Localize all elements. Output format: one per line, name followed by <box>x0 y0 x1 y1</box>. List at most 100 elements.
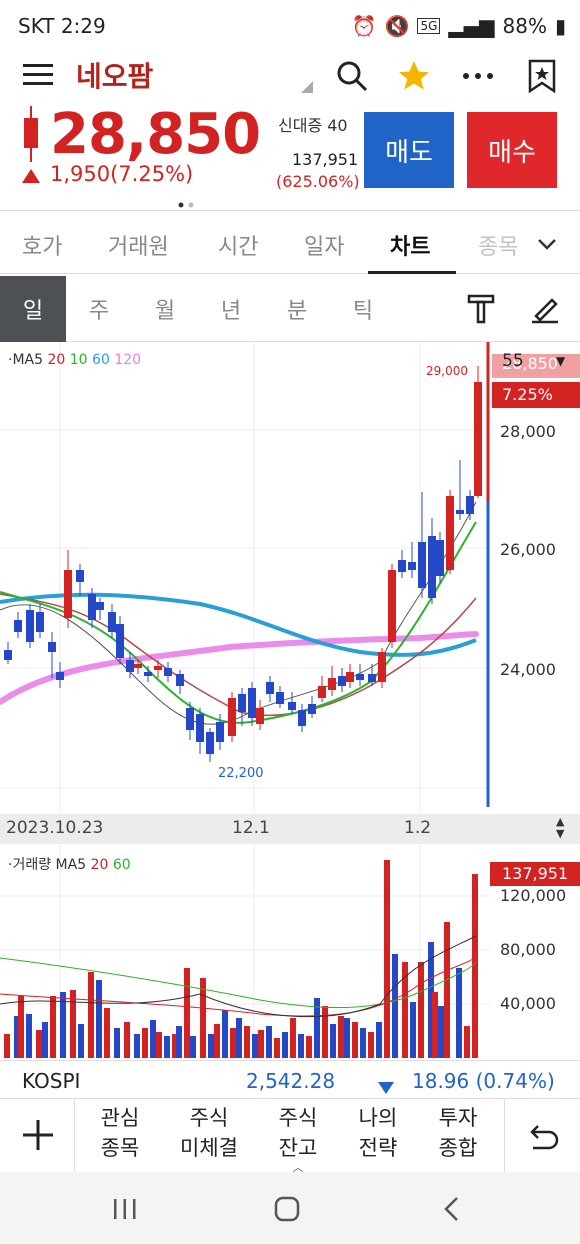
volume-bar <box>184 968 190 1058</box>
volume-bar <box>360 1028 366 1058</box>
tab-time[interactable]: 시간 <box>218 235 259 260</box>
volume-current-tag: 137,951 <box>490 862 580 886</box>
volume-bar <box>208 1034 214 1058</box>
volume-bar <box>164 1036 170 1058</box>
nav-invest[interactable]: 투자 종합 <box>430 1103 486 1163</box>
volume-chart-svg[interactable] <box>0 844 580 1060</box>
ma60-label: 60 <box>92 352 110 368</box>
date-label-end: 1.2 <box>404 818 432 838</box>
current-price-tag: 28,850 <box>492 354 580 378</box>
candle-body <box>108 612 116 632</box>
battery-label: 88% <box>502 14 547 38</box>
nav-strategy[interactable]: 나의 전략 <box>350 1103 406 1163</box>
tab-stock[interactable]: 종목 <box>478 235 519 260</box>
volume-bar <box>104 1008 110 1058</box>
volume-bar <box>172 1034 178 1058</box>
tab-daily[interactable]: 일자 <box>304 235 345 260</box>
candle-body <box>134 664 142 668</box>
period-week[interactable]: 주 <box>88 299 110 324</box>
chevron-down-icon[interactable] <box>530 227 564 261</box>
date-axis[interactable]: 2023.10.23 12.1 1.2 ▲ ▼ <box>0 814 580 844</box>
tab-broker[interactable]: 거래원 <box>108 235 169 260</box>
nav-balance-line2: 잔고 <box>278 1136 318 1160</box>
nav-balance[interactable]: 주식 잔고 ︿ <box>270 1103 326 1173</box>
candle-body <box>228 698 236 736</box>
nav-unfilled[interactable]: 주식 미체결 <box>172 1103 246 1163</box>
volume-bar <box>314 998 320 1058</box>
candle-body <box>48 642 56 652</box>
system-nav-bar <box>0 1172 580 1244</box>
ma120-line <box>0 631 479 705</box>
volume-bar <box>392 954 398 1058</box>
volume-bar <box>252 1034 258 1058</box>
volume-bar <box>410 1002 416 1058</box>
candle-body <box>436 540 444 576</box>
volume-bar <box>330 1024 336 1058</box>
period-tick[interactable]: 틱 <box>352 299 374 324</box>
kospi-ticker[interactable]: KOSPI 2,542.28 18.96 (0.74%) <box>0 1060 580 1098</box>
price-chart-svg[interactable] <box>0 342 580 814</box>
period-day[interactable]: 일 <box>0 276 66 342</box>
sell-button[interactable]: 매도 <box>364 112 454 188</box>
nav-balance-line1: 주식 <box>278 1106 318 1130</box>
indicator-settings-icon[interactable] <box>462 290 500 328</box>
volume-chart[interactable]: ·거래량 MA5 20 60 137,951 120,000 80,000 40… <box>0 844 580 1060</box>
tab-hoga[interactable]: 호가 <box>22 235 63 260</box>
recent-apps-icon[interactable] <box>100 1192 150 1226</box>
menu-icon[interactable] <box>18 58 58 92</box>
bookmark-icon[interactable] <box>522 56 562 96</box>
up-candle-icon <box>20 106 42 162</box>
dropdown-corner-icon[interactable] <box>300 80 314 94</box>
nav-balance-caret-icon: ︿ <box>292 1161 304 1174</box>
tab-chart[interactable]: 차트 <box>390 235 431 260</box>
y-tick-26000: 26,000 <box>500 540 556 559</box>
vol-y-tick-80000: 80,000 <box>500 940 556 959</box>
nav-watchlist-line1: 관심 <box>100 1106 140 1130</box>
period-selector: 일 주 월 년 분 틱 <box>0 276 580 342</box>
kospi-change: 18.96 (0.74%) <box>412 1069 555 1093</box>
volume-bar <box>114 1028 120 1058</box>
nav-watchlist[interactable]: 관심 종목 <box>92 1103 148 1163</box>
candle-body <box>356 674 364 680</box>
candle-body <box>238 694 246 712</box>
back-arrow-icon[interactable] <box>518 1113 566 1161</box>
draw-tool-icon[interactable] <box>526 290 564 328</box>
page-dots <box>178 193 198 212</box>
period-year[interactable]: 년 <box>220 299 242 324</box>
volume-bar <box>444 922 450 1058</box>
candle-body <box>164 668 172 676</box>
down-arrow-icon <box>378 1075 394 1099</box>
buy-button[interactable]: 매수 <box>467 112 557 188</box>
candle-body <box>256 708 264 724</box>
system-back-icon[interactable] <box>426 1192 476 1226</box>
favorite-star-icon[interactable] <box>394 56 434 96</box>
resize-handle-icon[interactable]: ▲ ▼ <box>556 815 565 840</box>
period-minute[interactable]: 분 <box>286 299 308 324</box>
status-time: SKT 2:29 <box>18 14 106 38</box>
volume-bar <box>78 1024 84 1058</box>
nav-invest-line1: 투자 <box>438 1106 478 1130</box>
ma120-label: 120 <box>114 352 142 368</box>
candle-body <box>14 620 22 632</box>
period-month[interactable]: 월 <box>154 299 176 324</box>
volume-bar <box>236 1018 242 1058</box>
volume-bar <box>274 1038 280 1058</box>
price-chart[interactable]: ·MA5 20 10 60 120 29,000 22,200 28,000 2… <box>0 342 580 814</box>
volume-bar <box>176 1026 182 1058</box>
volume-bar <box>36 1030 42 1058</box>
nav-strategy-line1: 나의 <box>358 1106 398 1130</box>
candle-body <box>456 510 464 514</box>
more-icon[interactable] <box>458 56 498 96</box>
y-tick-28000: 28,000 <box>500 422 556 441</box>
search-icon[interactable] <box>332 56 372 96</box>
candle-body <box>26 610 34 642</box>
candle-body <box>446 496 454 570</box>
home-icon[interactable] <box>262 1192 312 1226</box>
volume-bar <box>368 1032 374 1058</box>
candle-body <box>4 650 12 660</box>
nav-unfilled-line1: 주식 <box>189 1106 229 1130</box>
add-icon[interactable] <box>14 1111 62 1159</box>
volume-bar <box>156 1032 162 1058</box>
volume-bar <box>70 990 76 1058</box>
stock-name[interactable]: 네오팜 <box>76 60 154 93</box>
